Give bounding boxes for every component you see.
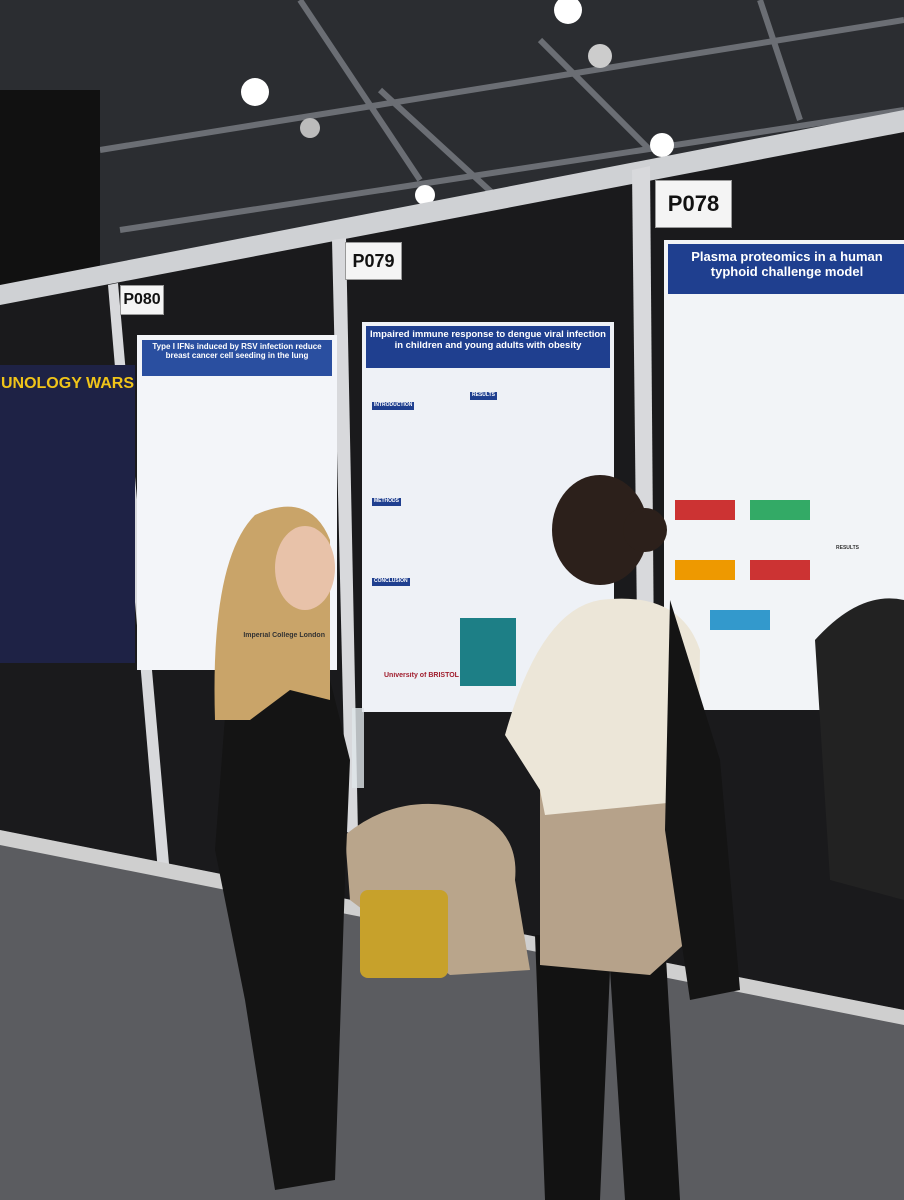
poster-3-header bbox=[366, 326, 610, 368]
poster-section: INTRODUCTION bbox=[372, 402, 415, 410]
poster-footer: University of BRISTOL bbox=[384, 672, 459, 679]
poster-title: Type I IFNs induced by RSV infection red… bbox=[152, 342, 322, 361]
poster-3-heatmap bbox=[460, 618, 516, 686]
poster-title: UNOLOGY WARS bbox=[0, 375, 135, 392]
skirt bbox=[540, 780, 700, 975]
poster-section: CONCLUSION bbox=[372, 578, 410, 586]
poster-sign: P078 bbox=[655, 180, 732, 228]
hair-bun bbox=[623, 508, 667, 552]
wine-glass bbox=[352, 708, 364, 788]
poster-section: RESULTS bbox=[836, 545, 859, 551]
legs bbox=[535, 935, 680, 1200]
poster-section: RESULTS bbox=[470, 392, 497, 400]
poster-title: Plasma proteomics in a human typhoid cha… bbox=[691, 250, 883, 279]
backpack bbox=[815, 598, 904, 900]
yellow-bag bbox=[360, 890, 448, 978]
cream-sweater bbox=[505, 598, 700, 815]
poster-sign: P079 bbox=[345, 242, 402, 280]
poster-4-plots bbox=[675, 500, 810, 630]
poster-sign: P080 bbox=[120, 285, 164, 315]
carpet-floor bbox=[0, 830, 904, 1200]
poster-title: Impaired immune response to dengue viral… bbox=[370, 330, 606, 351]
woman-black-outfit bbox=[215, 627, 350, 1190]
curtain bbox=[0, 90, 100, 290]
face bbox=[275, 526, 335, 610]
poster-4-header bbox=[668, 244, 904, 294]
ceiling-beams bbox=[99, 0, 904, 233]
poster-1 bbox=[0, 365, 135, 663]
poster-2-header bbox=[142, 340, 332, 376]
poster-section: METHODS bbox=[372, 498, 401, 506]
coat-pile bbox=[345, 803, 530, 975]
poster-footer: Imperial College London bbox=[243, 632, 325, 639]
ceiling-lights bbox=[241, 0, 674, 205]
dark-hair bbox=[552, 475, 648, 585]
shoulder-bag bbox=[665, 600, 740, 1000]
board-top-frame bbox=[0, 110, 904, 305]
